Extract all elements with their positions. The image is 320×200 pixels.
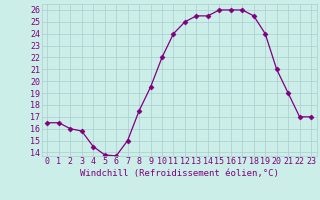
X-axis label: Windchill (Refroidissement éolien,°C): Windchill (Refroidissement éolien,°C) <box>80 169 279 178</box>
